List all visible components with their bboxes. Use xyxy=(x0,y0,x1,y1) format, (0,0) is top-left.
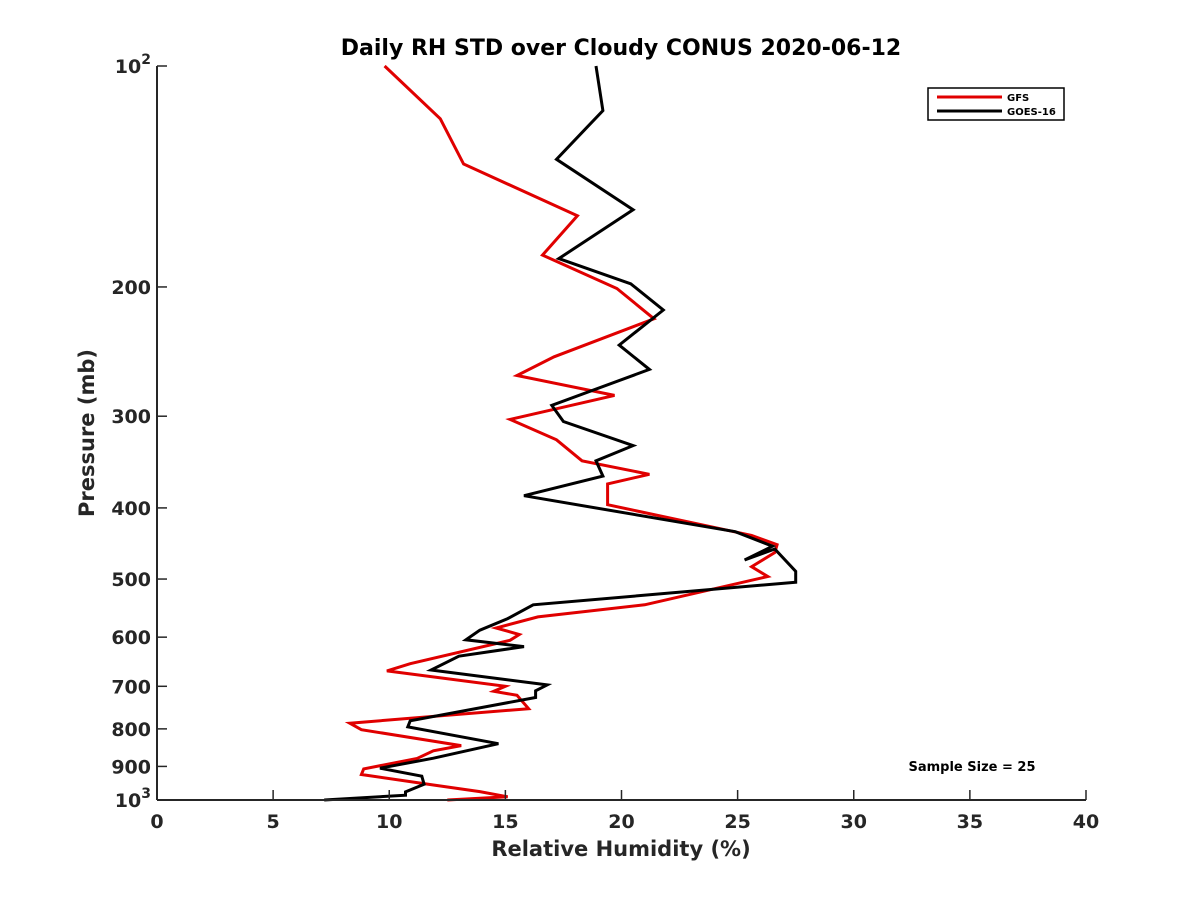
x-tick-label: 10 xyxy=(376,811,402,833)
y-tick-label: 700 xyxy=(111,676,151,698)
legend: GFS GOES-16 xyxy=(927,87,1065,121)
chart-title: Daily RH STD over Cloudy CONUS 2020-06-1… xyxy=(341,36,901,61)
y-tick-label: 900 xyxy=(111,756,151,778)
y-tick-label: 500 xyxy=(111,569,151,591)
x-tick-label: 5 xyxy=(267,811,280,833)
series-layer xyxy=(324,64,798,802)
sample-size-annotation: Sample Size = 25 xyxy=(908,760,1035,775)
x-tick-label: 20 xyxy=(608,811,634,833)
series-line-gfs xyxy=(344,64,779,802)
x-tick-label: 25 xyxy=(724,811,750,833)
x-ticks: 0 5 10 15 20 25 30 35 40 xyxy=(150,790,1099,833)
legend-entry: GOES-16 xyxy=(1007,107,1056,118)
x-tick-label: 15 xyxy=(492,811,518,833)
y-ticks: 102 200 300 400 500 600 700 800 900 103 xyxy=(111,52,167,812)
y-tick-label: 103 xyxy=(115,786,151,812)
x-tick-label: 30 xyxy=(841,811,867,833)
y-tick-label: 102 xyxy=(115,52,151,78)
y-axis-label: Pressure (mb) xyxy=(75,349,99,517)
x-axis-label: Relative Humidity (%) xyxy=(491,837,750,861)
y-tick-label: 400 xyxy=(111,498,151,520)
legend-box xyxy=(927,87,1065,121)
y-tick-label: 800 xyxy=(111,719,151,741)
y-tick-label: 600 xyxy=(111,627,151,649)
series-line-goes-16 xyxy=(324,65,798,802)
x-tick-label: 35 xyxy=(957,811,983,833)
x-tick-label: 40 xyxy=(1073,811,1099,833)
y-tick-label: 300 xyxy=(111,406,151,428)
y-tick-label: 200 xyxy=(111,277,151,299)
x-tick-label: 0 xyxy=(150,811,163,833)
legend-entry: GFS xyxy=(1007,93,1029,104)
